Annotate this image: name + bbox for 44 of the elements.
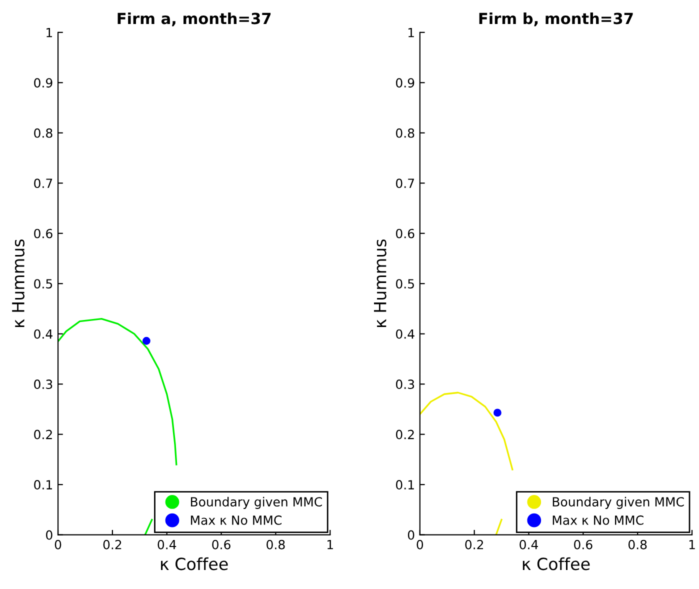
y-tick-label: 0.3 (34, 380, 52, 390)
y-tick-label: 0.7 (396, 178, 414, 188)
x-axis-title: κ Coffee (522, 557, 590, 570)
x-tick-label: 0.4 (158, 540, 176, 550)
legend-label: Max κ No MMC (190, 515, 282, 525)
y-axis-title: κ Hummus (374, 239, 386, 328)
x-axis-title: κ Coffee (161, 557, 228, 570)
y-tick-label: 0.2 (396, 430, 414, 440)
y-tick-label: 0 (408, 530, 414, 540)
y-tick-label: 0.4 (396, 329, 414, 339)
chart-title: Firm a, month=37 (118, 12, 271, 26)
y-tick-label: 0.9 (396, 78, 414, 88)
x-tick-label: 0 (54, 540, 62, 550)
y-tick-label: 0.6 (34, 228, 52, 238)
y-tick-label: 0.3 (396, 380, 414, 390)
y-tick-label: 0.4 (34, 329, 52, 339)
legend-label: Boundary given MMC (190, 496, 322, 509)
y-tick-label: 0.2 (34, 430, 52, 440)
y-tick-label: 0.5 (34, 279, 52, 289)
y-tick-label: 0.9 (34, 78, 52, 88)
y-tick-label: 0.8 (34, 128, 52, 138)
x-tick-label: 0.8 (628, 540, 647, 550)
y-axis-title: κ Hummus (12, 239, 24, 328)
x-tick-label: 0.2 (465, 540, 484, 550)
legend-label: Boundary given MMC (552, 496, 684, 509)
x-tick-label: 0.8 (266, 540, 285, 550)
legend-label: Max κ No MMC (552, 515, 644, 525)
y-tick-label: 1 (46, 28, 52, 38)
y-tick-label: 0.6 (396, 228, 414, 238)
x-tick-label: 0 (416, 540, 424, 550)
x-tick-label: 0.2 (103, 540, 122, 550)
y-tick-label: 1 (408, 28, 414, 38)
y-tick-label: 0.1 (396, 480, 414, 490)
x-tick-label: 1 (689, 540, 695, 550)
y-tick-label: 0.7 (34, 178, 52, 188)
x-tick-label: 0.6 (574, 540, 592, 550)
x-tick-label: 1 (328, 540, 333, 550)
y-tick-label: 0.8 (396, 128, 414, 138)
y-tick-label: 0 (46, 530, 52, 540)
x-tick-label: 0.4 (520, 540, 538, 550)
y-tick-label: 0.5 (396, 279, 414, 289)
chart-title: Firm b, month=37 (479, 12, 633, 26)
y-tick-label: 0.1 (34, 480, 52, 490)
x-tick-label: 0.6 (212, 540, 230, 550)
